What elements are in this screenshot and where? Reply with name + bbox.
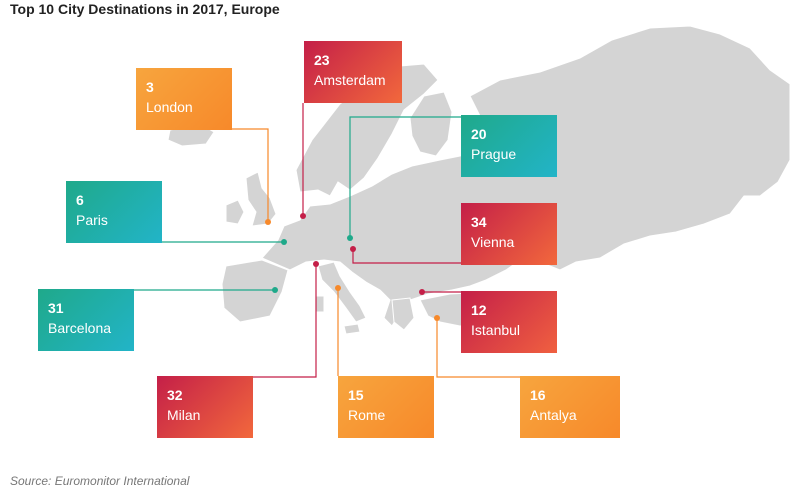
britain-shape — [245, 171, 277, 227]
city-rank: 15 — [348, 387, 364, 403]
city-dot-milan — [313, 261, 319, 267]
finland-shape — [409, 91, 453, 157]
italy-shape — [317, 261, 367, 323]
city-box-rome: 15 Rome — [338, 376, 434, 438]
city-rank: 34 — [471, 214, 487, 230]
city-rank: 3 — [146, 79, 154, 95]
source-note: Source: Euromonitor International — [10, 474, 190, 488]
city-name: Antalya — [530, 407, 577, 423]
sicily-shape — [343, 323, 361, 335]
city-box-istanbul: 12 Istanbul — [461, 291, 557, 353]
city-box-vienna: 34 Vienna — [461, 203, 557, 265]
city-dot-prague — [347, 235, 353, 241]
city-dot-london — [265, 219, 271, 225]
city-name: Prague — [471, 146, 517, 162]
city-dot-rome — [335, 285, 341, 291]
city-name: Vienna — [471, 234, 515, 250]
city-dot-vienna — [350, 246, 356, 252]
connector-line — [352, 249, 461, 264]
city-dot-istanbul — [419, 289, 425, 295]
sardinia-shape — [315, 295, 325, 313]
city-name: Barcelona — [48, 320, 112, 336]
city-rank: 16 — [530, 387, 546, 403]
ireland-shape — [225, 199, 245, 225]
connector-line — [349, 116, 461, 238]
city-dot-antalya — [434, 315, 440, 321]
city-rank: 23 — [314, 52, 330, 68]
connector-line — [253, 264, 317, 378]
city-rank: 20 — [471, 126, 487, 142]
connector-line — [436, 318, 520, 378]
city-box-prague: 20 Prague — [461, 115, 557, 177]
city-dot-paris — [281, 239, 287, 245]
city-dot-barcelona — [272, 287, 278, 293]
city-box-paris: 6 Paris — [66, 181, 162, 243]
city-name: Istanbul — [471, 322, 521, 338]
city-rank: 31 — [48, 300, 64, 316]
city-name: London — [146, 99, 193, 115]
city-box-london: 3 London — [136, 68, 232, 130]
city-rank: 6 — [76, 192, 84, 208]
city-box-amsterdam: 23 Amsterdam — [304, 41, 402, 103]
connector-line — [232, 128, 269, 222]
city-name: Amsterdam — [314, 72, 386, 88]
city-box-barcelona: 31 Barcelona — [38, 289, 134, 351]
city-name: Rome — [348, 407, 386, 423]
scandinavia-shape — [295, 63, 439, 197]
city-box-antalya: 16 Antalya — [520, 376, 620, 438]
chart-title: Top 10 City Destinations in 2017, Europe — [10, 1, 280, 17]
city-rank: 12 — [471, 302, 487, 318]
city-box-milan: 32 Milan — [157, 376, 253, 438]
greece-shape — [391, 297, 415, 331]
city-name: Milan — [167, 407, 201, 423]
iberia-shape — [221, 259, 289, 323]
city-name: Paris — [76, 212, 108, 228]
city-dot-amsterdam — [300, 213, 306, 219]
city-rank: 32 — [167, 387, 183, 403]
